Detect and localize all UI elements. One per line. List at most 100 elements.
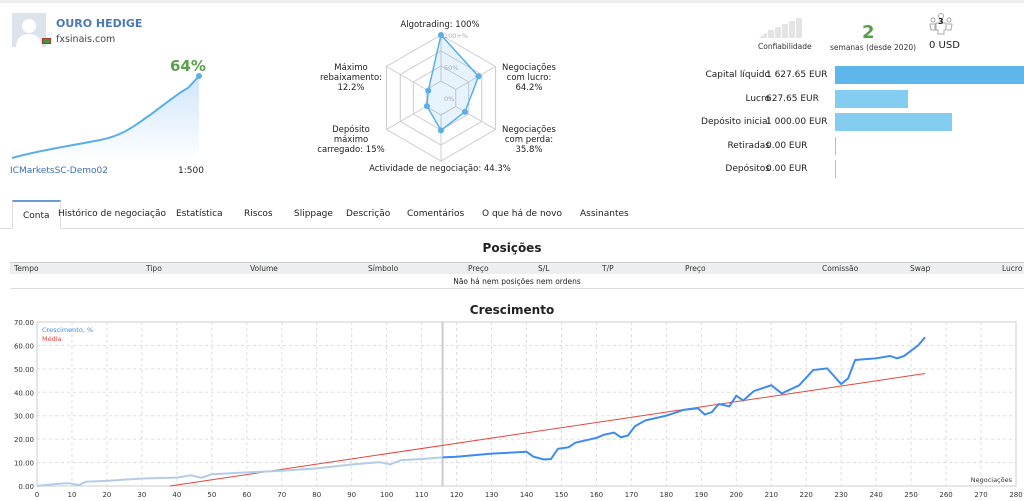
x-tick-label: 110 [415,491,428,499]
tab-3[interactable]: Riscos [244,209,273,219]
x-tick-label: 60 [242,491,251,499]
growth-percent: 64% [170,57,206,75]
radar-label-max-drawdown: Máximo rebaixamento: 12.2% [319,63,383,93]
growth-chart: 0 10 20 30 40 50 60 70 80 90 100 110 120 130 140 150 160… [14,319,1023,499]
signal-name[interactable]: OURO HEDIGE [56,17,143,30]
x-tick-label: 160 [590,491,603,499]
x-tick-label: 140 [520,491,533,499]
plot-area [36,321,1017,487]
tab-4[interactable]: Slippage [294,209,333,219]
x-tick-label: 130 [485,491,498,499]
x-tick-label: 30 [137,491,146,499]
column-header[interactable]: Tipo [146,264,162,273]
series-growth-line-history [36,456,443,487]
weeks-label: semanas (desde 2020) [830,43,917,52]
column-header[interactable]: Volume [250,264,278,273]
y-tick-label: 0.00 [18,483,34,491]
x-tick-label: 230 [834,491,847,499]
y-tick-label: 50.00 [14,366,34,374]
avatar[interactable] [12,13,46,47]
mini-chart-endpoint [196,73,202,79]
balance-bar [835,160,836,178]
x-tick-label: 190 [695,491,708,499]
leverage: 1:500 [178,166,204,176]
x-tick-label: 170 [625,491,638,499]
balance-bar [835,136,836,155]
radar-axis [455,106,496,130]
radar-point [423,103,430,110]
radar-point [438,127,444,134]
subscribers-count: 3 [938,17,944,26]
x-tick-label: 240 [869,491,882,499]
column-header[interactable]: Tempo [14,264,39,273]
radar-area [426,33,480,132]
weeks-value: 2 [862,22,875,43]
balance-label: Retiradas [727,140,770,151]
tab-0[interactable]: Conta [12,200,61,229]
radar-point [438,32,444,38]
radar-chart [385,32,497,162]
tab-2[interactable]: Estatística [176,209,223,219]
reliability-bars-icon [759,18,802,38]
column-header[interactable]: Comissão [822,264,859,273]
positions-table-header: Tempo Tipo Volume Símbolo Preço S/L T/P Preço Co… [10,262,1024,274]
x-axis-label: Negociações [971,476,1013,484]
balance-label: Depósitos [725,164,770,174]
author-site: fxsinais.com [56,34,116,45]
legend-growth: Crescimento, % [42,326,93,334]
radar-label-max-deposit-load: Depósito máximo carregado: 15% [317,125,385,155]
server-link[interactable]: ICMarketsSC-Demo02 [10,166,109,176]
x-tick-label: 260 [939,491,952,499]
column-header[interactable]: Swap [910,264,931,273]
radar-ring-label: 100+% [444,32,469,40]
x-tick-label: 200 [730,491,743,499]
x-tick-label: 20 [102,491,111,499]
x-tick-label: 210 [765,491,778,499]
x-tick-label: 10 [68,491,77,499]
column-header[interactable]: T/P [602,264,614,273]
x-tick-label: 50 [207,491,216,499]
y-tick-label: 30.00 [14,413,34,421]
balance-value: 0.00 EUR [766,140,808,151]
x-tick-label: 220 [800,491,813,499]
radar-axis [386,66,427,90]
balance-label: Capital líquido [705,70,770,80]
balance-value: 1 000.00 EUR [766,117,828,127]
y-tick-label: 70.00 [14,319,34,327]
x-tick-label: 250 [904,491,917,499]
radar-point [461,108,468,115]
balance-value: 627.65 EUR [766,93,819,104]
column-header[interactable]: S/L [538,264,550,273]
radar-ring-label: 0% [444,95,455,103]
positions-empty-message: Não há nem posições nem ordens [10,274,1024,289]
y-tick-label: 10.00 [14,460,34,468]
tab-5[interactable]: Descrição [346,209,391,219]
top-border [0,0,1024,3]
x-tick-label: 90 [347,491,356,499]
chart-title: Crescimento [469,303,555,317]
balance-label: Depósito inicial [701,117,770,127]
x-tick-label: 70 [277,491,286,499]
radar-label-loss-trades: Negociações com perda: 35.8% [502,125,556,155]
positions-title: Posições [482,241,542,255]
x-tick-label: 150 [555,491,568,499]
tab-6[interactable]: Comentários [407,209,465,219]
subscription-price: 0 USD [929,40,960,51]
tab-7[interactable]: O que há de novo [482,209,562,219]
column-header[interactable]: Símbolo [368,264,399,273]
balance-label: Lucro [745,93,770,104]
column-header[interactable]: Preço [468,264,489,273]
x-tick-label: 100 [380,491,393,499]
balance-value: 0.00 EUR [766,164,808,174]
tab-8[interactable]: Assinantes [580,209,629,219]
column-header[interactable]: Lucro [1002,264,1023,273]
column-header[interactable]: Preço [685,264,706,273]
subscribers-icon [929,13,953,35]
user-silhouette-icon [16,19,42,47]
tab-1[interactable]: Histórico de negociação [58,209,167,219]
x-tick-label: 40 [172,491,181,499]
legend-average: Média [42,335,62,343]
radar-ring-label: 50% [444,64,459,72]
reliability-label: Confiabilidade [758,42,812,51]
x-tick-label: 180 [660,491,673,499]
